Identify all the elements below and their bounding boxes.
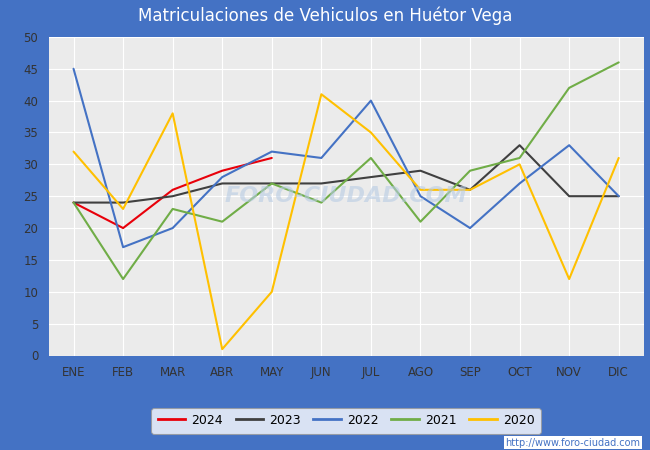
Legend: 2024, 2023, 2022, 2021, 2020: 2024, 2023, 2022, 2021, 2020 [151, 408, 541, 434]
Text: FORO-CIUDAD.COM: FORO-CIUDAD.COM [225, 186, 467, 206]
Text: Matriculaciones de Vehiculos en Huétor Vega: Matriculaciones de Vehiculos en Huétor V… [138, 7, 512, 26]
Text: http://www.foro-ciudad.com: http://www.foro-ciudad.com [505, 438, 640, 448]
